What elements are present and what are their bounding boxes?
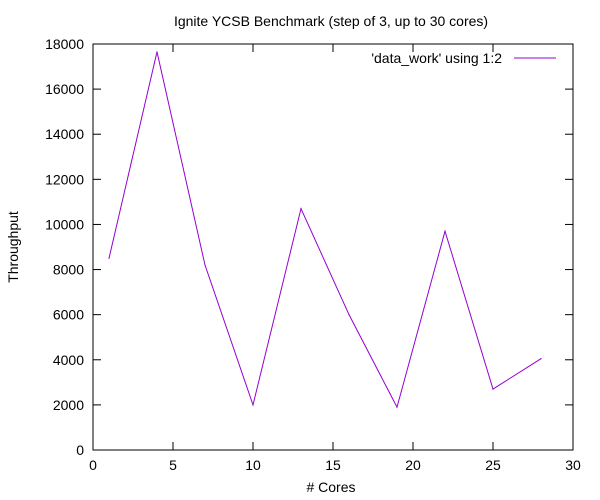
- y-axis-label: Throughput: [5, 211, 21, 283]
- y-tick-label: 16000: [45, 81, 84, 97]
- y-tick-label: 6000: [53, 307, 84, 323]
- data-point: [156, 51, 158, 53]
- chart-title: Ignite YCSB Benchmark (step of 3, up to …: [174, 13, 488, 29]
- x-axis-label: # Cores: [306, 479, 355, 495]
- y-axis: 0 2000 4000 6000 8000 10000 12000 14000 16000 180…: [45, 36, 573, 458]
- x-tick-label: 0: [89, 457, 97, 473]
- x-tick-label: 30: [565, 457, 581, 473]
- legend: 'data_work' using 1:2: [371, 50, 556, 66]
- y-tick-label: 4000: [53, 352, 84, 368]
- data-point: [444, 230, 446, 232]
- data-point: [204, 264, 206, 266]
- x-axis: 0 5 10 15 20 25 30: [89, 44, 581, 473]
- data-point: [108, 257, 110, 259]
- plot-area-border: [92, 43, 574, 451]
- x-tick-label: 20: [405, 457, 421, 473]
- data-point: [252, 404, 254, 406]
- x-tick-label: 25: [485, 457, 501, 473]
- data-point: [540, 358, 542, 360]
- legend-label: 'data_work' using 1:2: [371, 50, 502, 66]
- data-point: [300, 208, 302, 210]
- x-tick-label: 10: [245, 457, 261, 473]
- y-tick-label: 0: [76, 442, 84, 458]
- data-point: [348, 314, 350, 316]
- y-tick-label: 12000: [45, 171, 84, 187]
- y-tick-label: 14000: [45, 126, 84, 142]
- x-tick-label: 5: [169, 457, 177, 473]
- y-tick-label: 10000: [45, 216, 84, 232]
- y-tick-label: 18000: [45, 36, 84, 52]
- y-tick-label: 2000: [53, 397, 84, 413]
- x-tick-label: 15: [325, 457, 341, 473]
- data-point: [396, 406, 398, 408]
- data-point: [492, 388, 494, 390]
- series-line: [108, 51, 542, 409]
- y-tick-label: 8000: [53, 262, 84, 278]
- series-layer: [108, 51, 542, 409]
